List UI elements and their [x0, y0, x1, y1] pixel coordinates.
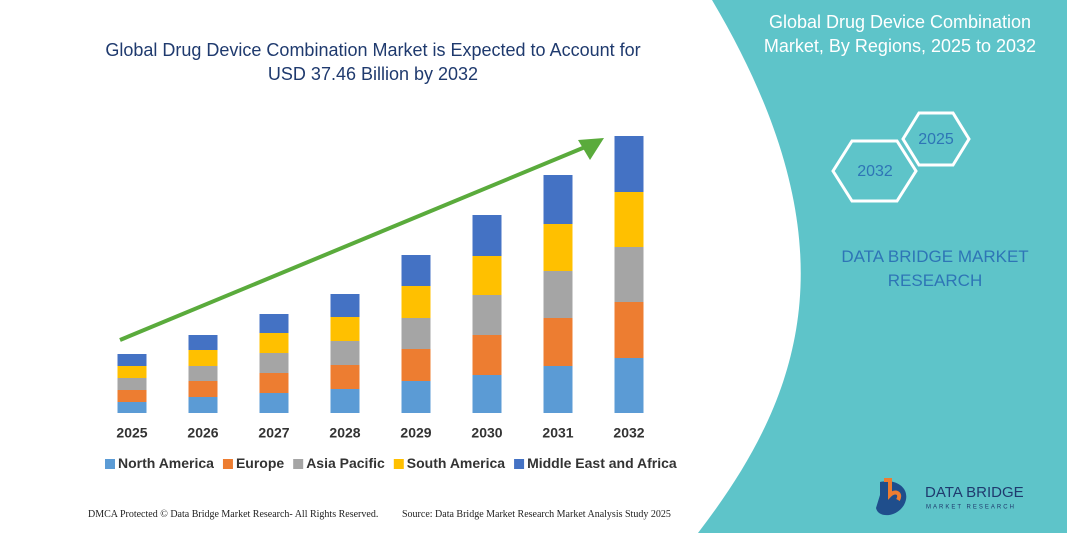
bar-segment: [472, 256, 502, 295]
footer-left: DMCA Protected © Data Bridge Market Rese…: [88, 509, 379, 520]
legend-swatch: [514, 459, 525, 469]
bar-segment: [117, 390, 147, 402]
x-tick-label: 2025: [116, 425, 147, 441]
legend-swatch: [222, 459, 233, 469]
bar-segment: [614, 247, 644, 302]
bar-segment: [543, 366, 573, 413]
x-tick-label: 2027: [258, 425, 289, 441]
bar-segment: [614, 302, 644, 358]
bar-segment: [543, 224, 573, 271]
bar-segment: [614, 136, 644, 192]
bar-segment: [259, 373, 289, 393]
bar-segment: [188, 366, 218, 381]
hex-label: 2032: [857, 163, 893, 180]
logo-name: DATA BRIDGE: [925, 484, 1024, 501]
trend-arrow: [119, 143, 591, 342]
bar-segment: [188, 381, 218, 397]
logo-icon: [876, 481, 907, 516]
chart-title: Global Drug Device Combination Market is…: [105, 40, 641, 84]
x-tick-label: 2031: [542, 425, 573, 441]
bar-segment: [401, 349, 431, 381]
bar-segment: [259, 314, 289, 333]
bar-segment: [614, 192, 644, 247]
bar-segment: [401, 286, 431, 318]
x-tick-label: 2028: [329, 425, 360, 441]
bar-segment: [330, 341, 360, 365]
legend-swatch: [105, 459, 115, 469]
bar-segment: [330, 365, 360, 389]
side-panel: [698, 0, 1067, 533]
bar-segment: [117, 402, 147, 413]
legend-swatch: [393, 459, 404, 469]
hex-label: 2025: [918, 131, 954, 148]
legend-label: Middle East and Africa: [527, 455, 677, 471]
arrow-head: [578, 138, 604, 160]
bar-segment: [543, 175, 573, 224]
bar-segment: [614, 358, 644, 413]
bar-segment: [401, 381, 431, 413]
legend-swatch: [293, 459, 304, 469]
bar-segment: [401, 255, 431, 286]
bar-segment: [117, 366, 147, 378]
bar-segment: [259, 333, 289, 353]
logo-tagline: MARKET RESEARCH: [926, 505, 1016, 511]
hexagon: [831, 139, 918, 203]
legend-label: South America: [407, 455, 505, 471]
x-tick-label: 2032: [613, 425, 644, 441]
bar-segment: [472, 295, 502, 335]
hexagon: [901, 111, 971, 167]
panel-title: Global Drug Device Combination Market, B…: [763, 12, 1037, 56]
footer-right: Source: Data Bridge Market Research Mark…: [402, 509, 671, 520]
bar-segment: [188, 350, 218, 366]
bar-segment: [472, 335, 502, 375]
legend-label: North America: [118, 455, 214, 471]
bar-segment: [188, 397, 218, 413]
bar-segment: [259, 393, 289, 413]
bar-segment: [543, 271, 573, 318]
bar-segment: [401, 318, 431, 349]
bar-segment: [330, 317, 360, 341]
logo-icon: [884, 478, 902, 501]
bar-segment: [188, 335, 218, 350]
x-tick-label: 2029: [400, 425, 431, 441]
legend-label: Asia Pacific: [306, 455, 385, 471]
bar-segment: [330, 389, 360, 413]
bar-segment: [117, 354, 147, 366]
bar-segment: [472, 215, 502, 256]
x-tick-label: 2026: [187, 425, 218, 441]
bar-segment: [472, 375, 502, 413]
legend-label: Europe: [236, 455, 284, 471]
bar-segment: [543, 318, 573, 366]
bar-segment: [117, 378, 147, 390]
panel-brand: DATA BRIDGE MARKET RESEARCH: [841, 247, 1029, 290]
x-tick-label: 2030: [471, 425, 502, 441]
bar-segment: [330, 294, 360, 317]
bar-segment: [259, 353, 289, 373]
